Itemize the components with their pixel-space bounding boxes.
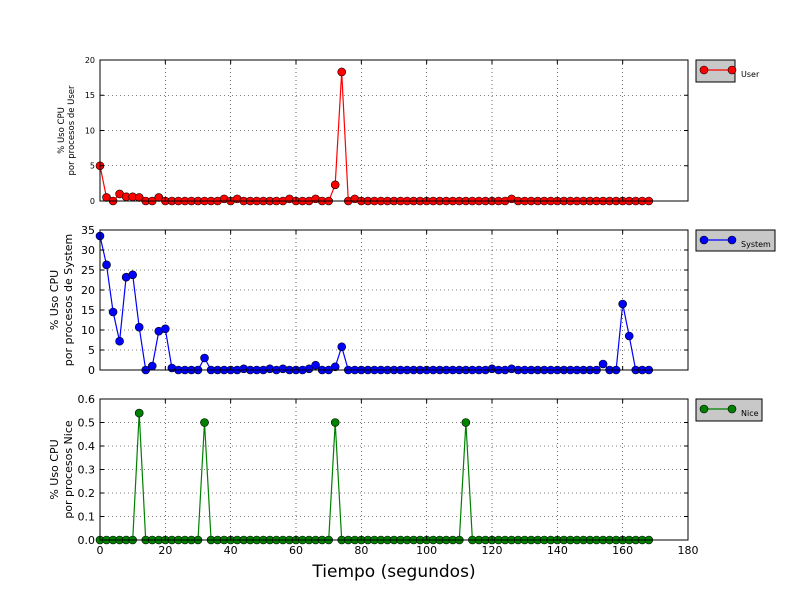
data-point	[624, 331, 634, 341]
y-tick-label: 0.3	[78, 463, 96, 476]
x-tick-label: 20	[158, 544, 172, 557]
y-tick-label: 0.2	[78, 487, 96, 500]
data-point	[134, 322, 144, 332]
data-point	[134, 408, 144, 418]
plot-frame	[99, 229, 689, 371]
chart-panel-system: 0 5 10 15 20 25 30 35 % Uso CPU por procesos de S…	[48, 224, 776, 377]
x-tick-label: 160	[612, 544, 633, 557]
chart-panel-user: 0 5 10 15 20 % Uso CPU por procesos de User Use…	[57, 56, 760, 206]
y-tick-label: 0.0	[78, 534, 96, 547]
legend-marker	[727, 65, 737, 75]
x-tick-label: 80	[354, 544, 368, 557]
legend-marker	[727, 235, 737, 245]
data-point	[102, 260, 111, 270]
y-axis-label: % Uso CPU	[57, 107, 67, 154]
y-tick-label: 0.6	[78, 393, 96, 406]
x-tick-label: 140	[547, 544, 568, 557]
data-point	[128, 270, 137, 280]
chart-panel-nice: 0.0 0.1 0.2 0.3 0.4 0.5 0.6 0 20 40 60 80 100 120 140 1…	[48, 393, 763, 557]
x-tick-label: 120	[482, 544, 503, 557]
legend-nice: Nice	[695, 398, 763, 422]
data-point	[598, 359, 608, 369]
y-axis-label: por procesos Nice	[62, 420, 75, 519]
data-point	[200, 353, 209, 363]
y-tick-label: 30	[81, 244, 95, 257]
data-point	[330, 180, 340, 190]
y-tick-label: 35	[81, 224, 95, 237]
data-point	[147, 361, 157, 371]
data-point	[311, 360, 320, 370]
y-tick-label: 0.5	[78, 416, 96, 429]
y-axis-label: por procesos de User	[67, 85, 77, 176]
legend-user: User	[695, 59, 760, 83]
x-tick-label: 180	[678, 544, 699, 557]
y-tick-label: 10	[81, 324, 95, 337]
y-tick-label: 20	[85, 56, 95, 65]
data-point	[108, 307, 118, 317]
y-tick-label: 15	[85, 91, 95, 100]
y-tick-label: 0	[90, 197, 95, 206]
data-point	[330, 418, 340, 427]
x-tick-label: 0	[97, 544, 104, 557]
data-point	[461, 418, 471, 427]
data-point	[161, 324, 170, 334]
x-tick-label: 100	[416, 544, 437, 557]
y-tick-label: 0.4	[78, 440, 96, 453]
legend-label: User	[741, 70, 760, 79]
data-point	[618, 299, 627, 309]
y-tick-label: 10	[85, 126, 95, 135]
x-tick-label: 60	[289, 544, 303, 557]
legend-system: System	[695, 229, 776, 252]
legend-label: System	[741, 240, 771, 249]
y-tick-label: 0.1	[78, 510, 96, 523]
legend-label: Nice	[741, 409, 759, 418]
y-tick-label: 25	[81, 264, 95, 277]
y-tick-label: 0	[88, 364, 95, 377]
y-tick-label: 20	[81, 284, 95, 297]
data-point	[304, 364, 314, 374]
data-point	[337, 342, 347, 352]
data-point	[337, 67, 347, 77]
x-tick-label: 40	[224, 544, 238, 557]
legend-marker	[727, 404, 737, 414]
y-axis-label: % Uso CPU	[48, 439, 61, 499]
data-point	[115, 336, 124, 346]
x-axis-label: Tiempo (segundos)	[311, 562, 475, 582]
y-tick-label: 15	[81, 304, 95, 317]
legend-marker	[699, 235, 709, 245]
y-tick-label: 5	[88, 344, 95, 357]
y-axis-label: por procesos de System	[62, 234, 75, 367]
y-tick-label: 5	[90, 162, 95, 171]
legend-marker	[699, 65, 709, 75]
y-axis-label: % Uso CPU	[48, 270, 61, 330]
data-point	[200, 418, 209, 427]
data-point	[330, 362, 340, 372]
legend-marker	[699, 404, 709, 414]
